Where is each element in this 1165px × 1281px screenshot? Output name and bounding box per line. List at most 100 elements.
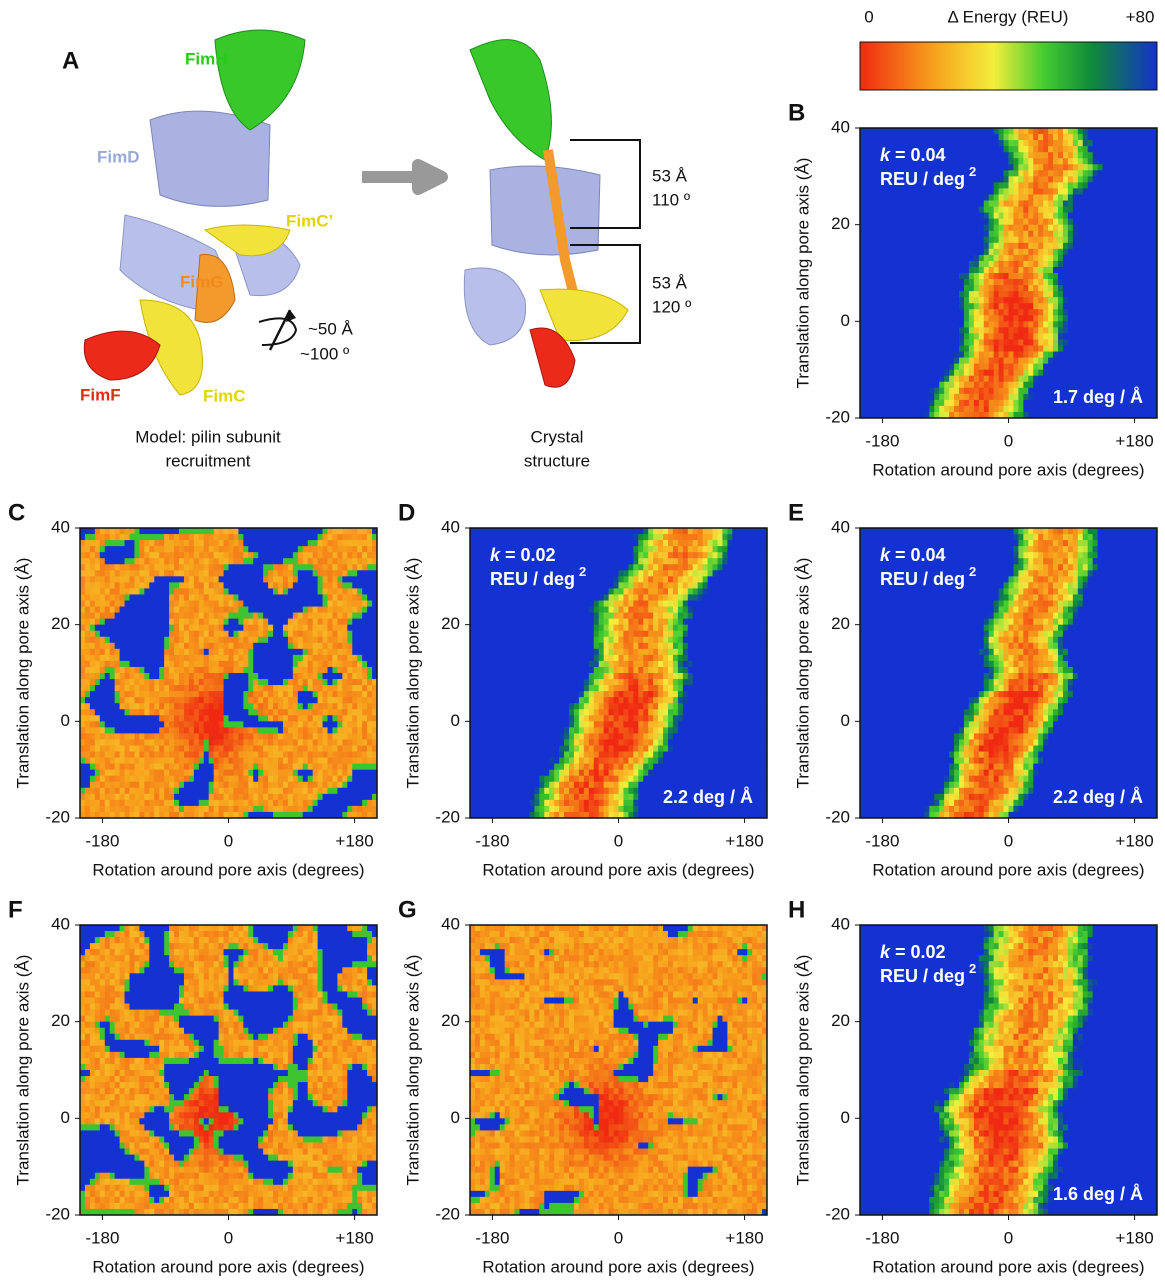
heatmap-cell — [159, 582, 164, 588]
heatmap-cell — [900, 400, 905, 406]
heatmap-cell — [110, 564, 115, 570]
heatmap-cell — [308, 534, 313, 540]
heatmap-cell — [337, 625, 342, 631]
heatmap-cell — [1142, 309, 1147, 315]
heatmap-cell — [110, 594, 115, 600]
heatmap-cell — [959, 303, 964, 309]
heatmap-cell — [1112, 243, 1117, 249]
heatmap-cell — [929, 400, 934, 406]
heatmap-cell — [1098, 273, 1103, 279]
heatmap-cell — [139, 558, 144, 564]
heatmap-cell — [1073, 249, 1078, 255]
heatmap-cell — [865, 158, 870, 164]
heatmap-cell — [219, 709, 224, 715]
heatmap-cell — [342, 576, 347, 582]
heatmap-cell — [1038, 321, 1043, 327]
heatmap-cell — [184, 691, 189, 697]
heatmap-cell — [105, 625, 110, 631]
heatmap-cell — [273, 588, 278, 594]
heatmap-cell — [303, 607, 308, 613]
heatmap-cell — [110, 570, 115, 576]
heatmap-cell — [1147, 358, 1152, 364]
heatmap-cell — [219, 546, 224, 552]
heatmap-cell — [1028, 219, 1033, 225]
heatmap-cell — [298, 721, 303, 727]
heatmap-cell — [1053, 333, 1058, 339]
heatmap-cell — [969, 333, 974, 339]
heatmap-cell — [880, 231, 885, 237]
heatmap-cell — [964, 134, 969, 140]
heatmap-cell — [1023, 309, 1028, 315]
heatmap-cell — [288, 582, 293, 588]
heatmap-cell — [1103, 152, 1108, 158]
heatmap-cell — [214, 607, 219, 613]
heatmap-cell — [949, 273, 954, 279]
heatmap-cell — [1018, 291, 1023, 297]
heatmap-cell — [885, 309, 890, 315]
heatmap-cell — [1142, 406, 1147, 412]
heatmap-cell — [939, 225, 944, 231]
heatmap-cell — [139, 625, 144, 631]
heatmap-cell — [120, 607, 125, 613]
heatmap-cell — [357, 721, 362, 727]
heatmap-cell — [1058, 279, 1063, 285]
heatmap-cell — [283, 679, 288, 685]
heatmap-cell — [1068, 303, 1073, 309]
heatmap-cell — [95, 625, 100, 631]
heatmap-cell — [288, 594, 293, 600]
heatmap-cell — [1078, 170, 1083, 176]
heatmap-cell — [969, 358, 974, 364]
heatmap-cell — [939, 201, 944, 207]
heatmap-cell — [939, 249, 944, 255]
heatmap-cell — [204, 691, 209, 697]
heatmap-cell — [144, 643, 149, 649]
heatmap-cell — [149, 673, 154, 679]
heatmap-cell — [303, 691, 308, 697]
heatmap-cell — [964, 255, 969, 261]
heatmap-cell — [939, 213, 944, 219]
heatmap-cell — [910, 237, 915, 243]
heatmap-cell — [1063, 231, 1068, 237]
heatmap-cell — [905, 406, 910, 412]
heatmap-cell — [979, 146, 984, 152]
heatmap-cell — [268, 570, 273, 576]
heatmap-cell — [890, 285, 895, 291]
heatmap-cell — [1127, 303, 1132, 309]
heatmap-cell — [895, 346, 900, 352]
heatmap-cell — [1068, 291, 1073, 297]
heatmap-cell — [100, 564, 105, 570]
heatmap-cell — [1018, 315, 1023, 321]
heatmap-cell — [100, 649, 105, 655]
heatmap-cell — [328, 649, 333, 655]
heatmap-cell — [337, 673, 342, 679]
heatmap-cell — [194, 643, 199, 649]
heatmap-cell — [268, 528, 273, 534]
heatmap-cell — [1078, 303, 1083, 309]
heatmap-cell — [984, 394, 989, 400]
heatmap-cell — [80, 637, 85, 643]
heatmap-cell — [149, 570, 154, 576]
heatmap-cell — [969, 364, 974, 370]
heatmap-cell — [100, 709, 105, 715]
heatmap-cell — [199, 661, 204, 667]
heatmap-cell — [919, 194, 924, 200]
heatmap-cell — [194, 613, 199, 619]
heatmap-cell — [194, 655, 199, 661]
heatmap-cell — [954, 339, 959, 345]
heatmap-cell — [989, 213, 994, 219]
heatmap-cell — [258, 643, 263, 649]
heatmap-cell — [959, 231, 964, 237]
heatmap-cell — [949, 158, 954, 164]
heatmap-cell — [994, 321, 999, 327]
x-tick-label: -180 — [865, 431, 899, 450]
heatmap-cell — [169, 558, 174, 564]
heatmap-cell — [164, 673, 169, 679]
heatmap-cell — [318, 637, 323, 643]
heatmap-cell — [1117, 231, 1122, 237]
heatmap-cell — [179, 558, 184, 564]
heatmap-cell — [144, 613, 149, 619]
heatmap-cell — [929, 339, 934, 345]
heatmap-cell — [905, 285, 910, 291]
heatmap-cell — [924, 188, 929, 194]
heatmap-cell — [139, 691, 144, 697]
